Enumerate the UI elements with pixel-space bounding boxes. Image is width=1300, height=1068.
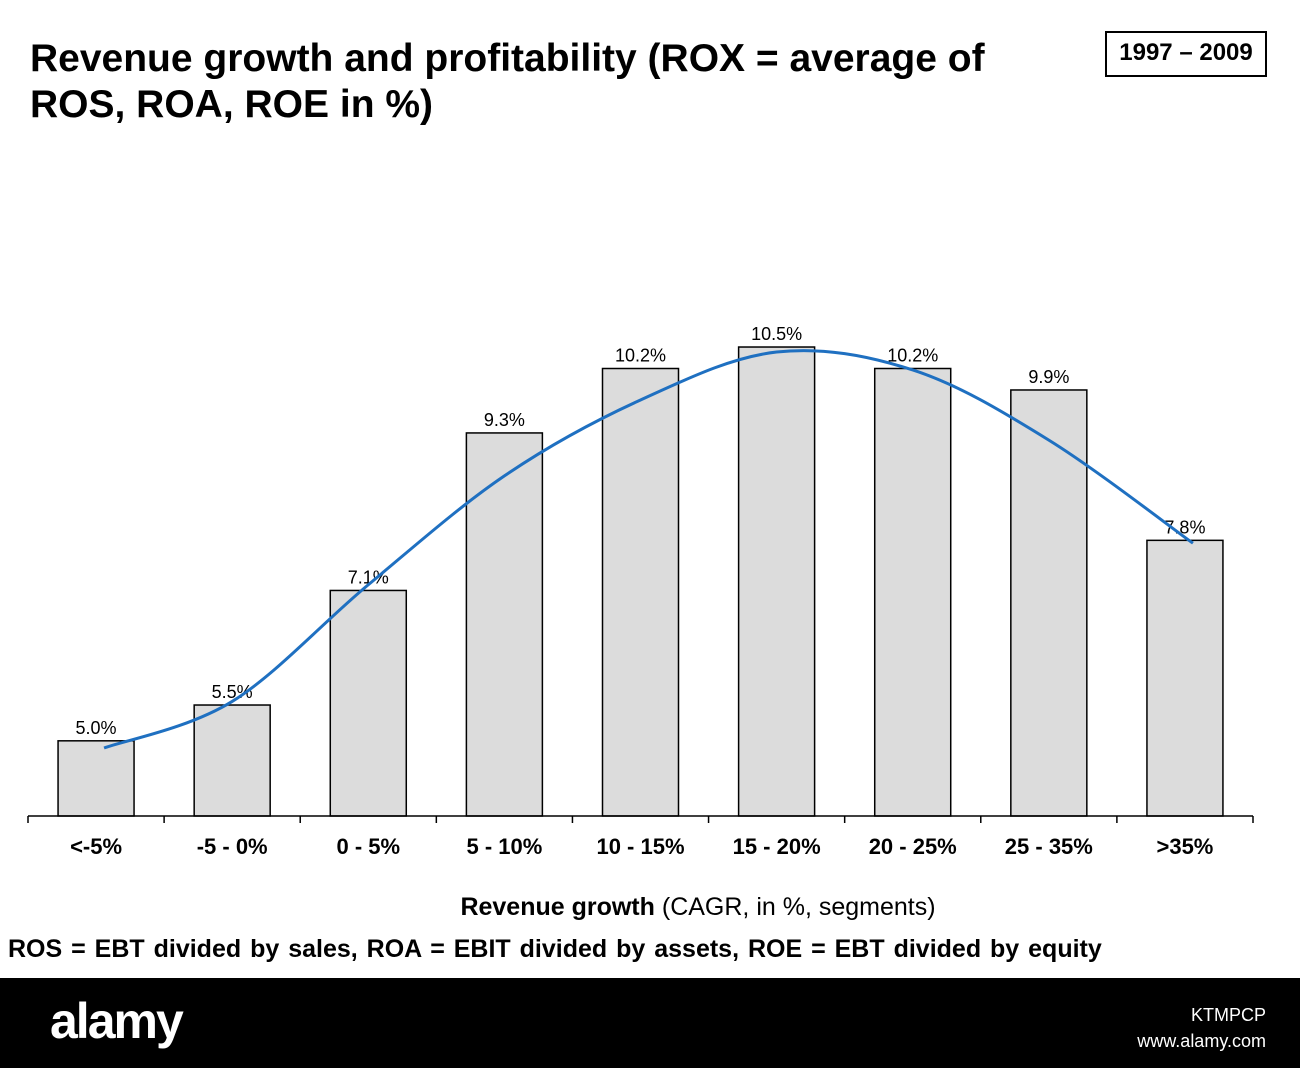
chart-title: Revenue growth and profitability (ROX = … xyxy=(30,37,985,126)
x-axis-label-rest: (CAGR, in %, segments) xyxy=(654,893,936,921)
alamy-logo: alamy xyxy=(50,993,184,1049)
x-axis-label-bold: Revenue growth xyxy=(460,893,655,921)
x-tick-label: 20 - 25% xyxy=(869,834,957,859)
x-tick-label: 25 - 35% xyxy=(1005,834,1093,859)
image-id: KTMPCP xyxy=(1190,1005,1266,1025)
x-tick-label: 15 - 20% xyxy=(733,834,821,859)
x-tick-label: -5 - 0% xyxy=(197,834,268,859)
site-url: www.alamy.com xyxy=(1137,1031,1266,1051)
image-code: KTMPCP www.alamy.com xyxy=(1137,1002,1266,1054)
data-label: 10.2% xyxy=(887,346,938,366)
footnote: ROS = EBT divided by sales, ROA = EBIT d… xyxy=(8,935,1102,963)
bar xyxy=(737,346,816,817)
bar xyxy=(1010,389,1088,817)
x-tick-label: 0 - 5% xyxy=(336,834,400,859)
bar xyxy=(329,589,408,817)
trend-line xyxy=(103,349,1194,750)
bar xyxy=(601,367,680,817)
x-tick-label: 10 - 15% xyxy=(596,834,684,859)
x-tick-label: >35% xyxy=(1156,834,1213,859)
data-label: 9.9% xyxy=(1028,367,1069,387)
bar xyxy=(193,704,271,817)
x-tick-label: 5 - 10% xyxy=(466,834,542,859)
data-label: 7.8% xyxy=(1164,517,1205,537)
data-label: 7.1% xyxy=(348,567,389,587)
x-axis-label: Revenue growth (CAGR, in %, segments) xyxy=(0,893,1300,922)
data-label: 9.3% xyxy=(484,410,525,430)
watermark-footer: alamy KTMPCP www.alamy.com xyxy=(0,978,1300,1068)
data-label: 10.5% xyxy=(751,324,802,344)
x-tick-label: <-5% xyxy=(70,834,122,859)
bar xyxy=(1146,539,1224,817)
bar xyxy=(57,740,135,817)
data-label: 5.0% xyxy=(76,718,117,738)
data-label: 10.2% xyxy=(615,346,666,366)
period-box: 1997 – 2009 xyxy=(1105,31,1267,77)
bar-chart: 5.0% <-5% 5.5% -5 - 0% 7.1% 0 - 5% 9.3% 5 - 10%… xyxy=(27,324,1254,859)
bar xyxy=(873,367,952,817)
bar xyxy=(465,432,544,817)
data-label: 5.5% xyxy=(212,682,253,702)
